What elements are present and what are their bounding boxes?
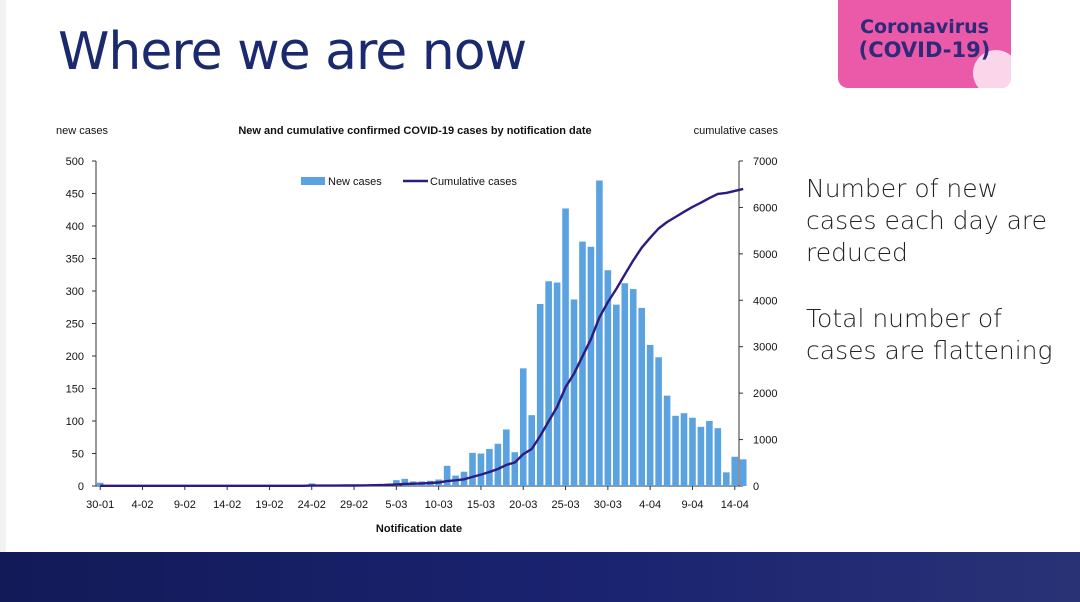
left-axis-label: new cases — [56, 125, 108, 137]
x-tick-label: 30-01 — [86, 499, 114, 511]
slide-edge — [0, 0, 6, 602]
x-axis: 30-01 4-02 9-02 14-02 19-02 24-02 29-02 5-03 10-… — [86, 485, 749, 511]
left-tick-label: 400 — [66, 221, 84, 233]
bar-new-cases — [477, 453, 485, 486]
bar-new-cases — [393, 480, 400, 486]
bar-new-cases — [638, 307, 646, 486]
covid-badge: Coronavirus (COVID-19) — [838, 0, 1011, 88]
slide-title: Where we are now — [58, 22, 527, 82]
x-tick-label: 4-02 — [132, 499, 154, 511]
right-tick-label: 6000 — [753, 202, 777, 214]
left-tick-label: 150 — [66, 384, 84, 396]
bar-new-cases — [562, 208, 569, 486]
right-tick-label: 3000 — [753, 342, 777, 354]
bar-new-cases — [629, 289, 637, 486]
bar-new-cases — [545, 281, 552, 486]
badge-line-covid19: (COVID-19) — [858, 38, 991, 62]
bar-new-cases — [596, 180, 603, 486]
bar-new-cases — [655, 357, 662, 486]
bar-new-cases — [494, 443, 502, 486]
x-tick-label: 14-02 — [213, 499, 241, 511]
left-axis: 0 50 100 150 200 250 300 350 400 450 500 — [66, 156, 97, 493]
left-tick-label: 100 — [66, 416, 84, 428]
x-tick-label: 20-03 — [509, 499, 537, 511]
bar-new-cases — [706, 421, 713, 486]
chart-legend: New cases Cumulative cases — [301, 176, 517, 188]
bar-new-cases — [739, 459, 747, 486]
bar-new-cases — [663, 395, 671, 486]
covid-cases-chart: New and cumulative confirmed COVID-19 ca… — [56, 125, 779, 535]
new-cases-bars — [96, 180, 747, 486]
bar-new-cases — [621, 283, 629, 486]
bar-new-cases — [553, 282, 561, 486]
x-tick-label: 24-02 — [298, 499, 326, 511]
legend-label-cumulative: Cumulative cases — [430, 176, 517, 188]
bar-new-cases — [511, 452, 519, 486]
chart-title: New and cumulative confirmed COVID-19 ca… — [238, 125, 591, 137]
bar-new-cases — [731, 456, 739, 486]
bar-new-cases — [697, 426, 705, 486]
bar-new-cases — [714, 428, 722, 486]
right-axis: 0 1000 2000 3000 4000 5000 6000 7000 — [738, 156, 777, 493]
bar-new-cases — [604, 270, 612, 486]
bar-new-cases — [613, 304, 620, 486]
x-tick-label: 9-04 — [681, 499, 703, 511]
left-tick-label: 250 — [66, 319, 84, 331]
x-tick-label: 19-02 — [255, 499, 283, 511]
x-tick-label: 9-02 — [174, 499, 196, 511]
bar-new-cases — [723, 472, 730, 486]
right-tick-label: 1000 — [753, 435, 777, 447]
cumulative-line — [100, 187, 744, 487]
bar-new-cases — [469, 452, 476, 486]
x-tick-label: 10-03 — [425, 499, 453, 511]
x-tick-label: 14-04 — [721, 499, 749, 511]
bar-new-cases — [689, 417, 696, 486]
x-axis-label: Notification date — [376, 523, 462, 535]
bar-new-cases — [680, 413, 688, 486]
right-tick-label: 2000 — [753, 388, 777, 400]
x-tick-label: 5-03 — [385, 499, 407, 511]
bar-new-cases — [519, 368, 527, 486]
x-tick-label: 29-02 — [340, 499, 368, 511]
right-tick-label: 5000 — [753, 249, 777, 261]
x-tick-label: 30-03 — [594, 499, 622, 511]
bar-new-cases — [528, 415, 536, 486]
left-tick-label: 350 — [66, 254, 84, 266]
cumulative-cases-line — [100, 187, 744, 487]
right-tick-label: 4000 — [753, 295, 777, 307]
x-tick-label: 25-03 — [551, 499, 579, 511]
left-tick-label: 50 — [72, 449, 84, 461]
badge-line-coronavirus: Coronavirus — [860, 16, 989, 38]
legend-swatch-new-cases — [301, 177, 325, 185]
left-tick-label: 300 — [66, 286, 84, 298]
left-tick-label: 450 — [66, 189, 84, 201]
bar-new-cases — [579, 241, 586, 486]
bar-new-cases — [486, 448, 493, 486]
footer-band — [0, 552, 1080, 602]
page-curl-icon — [973, 50, 1011, 88]
left-tick-label: 0 — [78, 481, 84, 493]
bar-new-cases — [646, 344, 654, 486]
bar-new-cases — [587, 246, 595, 486]
bar-new-cases — [401, 478, 409, 486]
x-tick-label: 4-04 — [639, 499, 661, 511]
x-tick-label: 15-03 — [467, 499, 495, 511]
bar-new-cases — [570, 299, 578, 486]
right-tick-label: 7000 — [753, 156, 777, 168]
bar-new-cases — [443, 465, 451, 486]
bullet-total-cases: Total number of cases are flattening — [806, 304, 1053, 365]
right-tick-label: 0 — [753, 481, 759, 493]
legend-label-new-cases: New cases — [328, 176, 382, 188]
bar-new-cases — [503, 429, 510, 486]
left-tick-label: 500 — [66, 156, 84, 168]
bar-new-cases — [96, 482, 104, 486]
bar-new-cases — [672, 415, 679, 486]
right-axis-label: cumulative cases — [694, 125, 779, 137]
bullet-new-cases: Number of new cases each day are reduced — [806, 174, 1048, 267]
left-tick-label: 200 — [66, 351, 84, 363]
bar-new-cases — [536, 304, 544, 486]
